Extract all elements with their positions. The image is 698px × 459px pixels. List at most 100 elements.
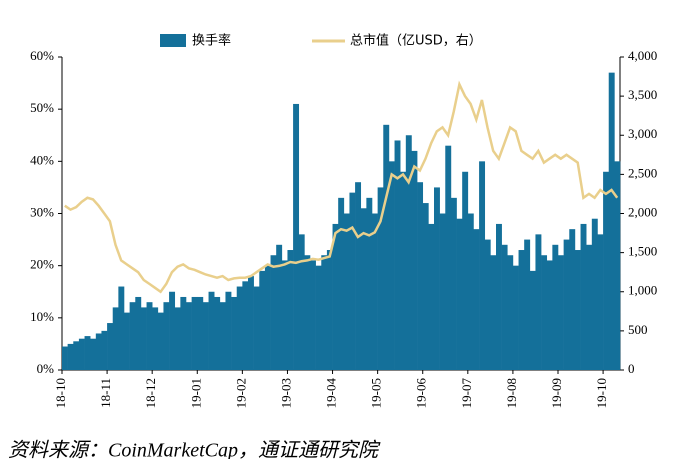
x-tick-label: 18-11	[98, 378, 113, 408]
legend-label: 总市值（亿USD，右）	[350, 33, 482, 49]
bar	[219, 302, 226, 370]
y-tick-label: 10%	[30, 309, 54, 324]
y-tick-label: 20%	[30, 257, 54, 272]
bar	[338, 197, 345, 370]
bar	[405, 135, 412, 370]
bar	[118, 286, 125, 370]
y2-tick-label: 3,000	[628, 126, 657, 141]
bar	[270, 255, 277, 370]
bar	[281, 260, 288, 370]
bar	[552, 244, 559, 370]
legend-label: 换手率	[192, 33, 231, 49]
bar	[501, 244, 508, 370]
x-tick-label: 18-12	[143, 378, 158, 408]
bar	[135, 296, 142, 370]
bar	[174, 307, 181, 370]
x-tick-label: 19-06	[414, 378, 429, 409]
bar	[355, 182, 362, 370]
y2-tick-label: 3,500	[628, 87, 657, 102]
bar	[366, 197, 373, 370]
bar	[473, 229, 480, 370]
bar	[73, 341, 80, 370]
bar	[163, 302, 170, 370]
bar	[231, 296, 238, 370]
bar	[253, 286, 260, 370]
bar	[186, 302, 192, 370]
bar	[326, 250, 333, 370]
x-tick-label: 19-03	[278, 378, 293, 408]
y2-tick-label: 4,000	[628, 48, 657, 63]
bar	[507, 255, 514, 370]
bar	[248, 276, 254, 370]
bar	[214, 296, 221, 370]
bar	[140, 307, 147, 370]
bar	[315, 265, 322, 370]
bar	[450, 197, 457, 370]
bar	[524, 239, 531, 370]
y2-tick-label: 0	[628, 361, 635, 376]
y-tick-label: 60%	[30, 48, 54, 63]
x-tick-label: 18-10	[53, 378, 68, 408]
bar	[439, 213, 446, 370]
y2-tick-label: 1,500	[628, 244, 657, 259]
y-tick-label: 50%	[30, 100, 54, 115]
bar	[208, 291, 215, 370]
bar	[349, 192, 356, 370]
bar	[107, 323, 114, 370]
bar	[242, 281, 249, 370]
bar	[512, 265, 519, 370]
bar	[197, 296, 204, 370]
bar	[422, 203, 429, 370]
bar	[78, 338, 85, 370]
bar	[467, 213, 474, 370]
bar	[343, 213, 350, 370]
bar	[377, 187, 384, 370]
bar	[529, 270, 536, 370]
bar	[569, 229, 576, 370]
bar	[276, 244, 283, 370]
bar	[535, 234, 542, 370]
bar	[518, 250, 525, 370]
x-tick-label: 19-08	[504, 378, 519, 408]
bar	[462, 171, 469, 370]
y-tick-label: 30%	[30, 204, 54, 219]
bar	[157, 312, 164, 370]
y-tick-label: 0%	[37, 361, 55, 376]
bar	[383, 124, 390, 370]
bar	[586, 244, 593, 370]
bar	[558, 255, 564, 370]
legend-swatch	[160, 34, 186, 47]
bar	[62, 346, 68, 370]
bar	[372, 213, 378, 370]
source-note: 资料来源：CoinMarketCap，通证通研究院	[8, 440, 381, 459]
bar	[169, 291, 176, 370]
bar	[400, 171, 407, 370]
bar	[124, 312, 130, 370]
bar	[608, 72, 615, 371]
bar	[456, 218, 463, 370]
x-tick-label: 19-07	[459, 378, 474, 409]
bar	[434, 187, 440, 370]
bar	[417, 182, 424, 370]
y2-tick-label: 2,500	[628, 165, 657, 180]
bar	[603, 171, 610, 370]
bar	[591, 218, 598, 370]
bar	[264, 265, 271, 370]
bar	[597, 234, 604, 370]
bar	[360, 208, 367, 370]
x-tick-label: 19-01	[188, 378, 203, 408]
bar	[428, 223, 435, 370]
bar	[490, 255, 497, 370]
bar	[202, 302, 209, 370]
bar	[225, 291, 232, 370]
bar	[180, 296, 187, 370]
bar	[298, 234, 305, 370]
bar	[321, 255, 328, 370]
bar	[574, 250, 581, 370]
bar	[541, 255, 548, 370]
bar	[394, 140, 401, 370]
x-tick-label: 19-02	[233, 378, 248, 408]
bar	[287, 250, 294, 370]
y2-tick-label: 2,000	[628, 204, 657, 219]
y2-tick-label: 500	[628, 322, 648, 337]
